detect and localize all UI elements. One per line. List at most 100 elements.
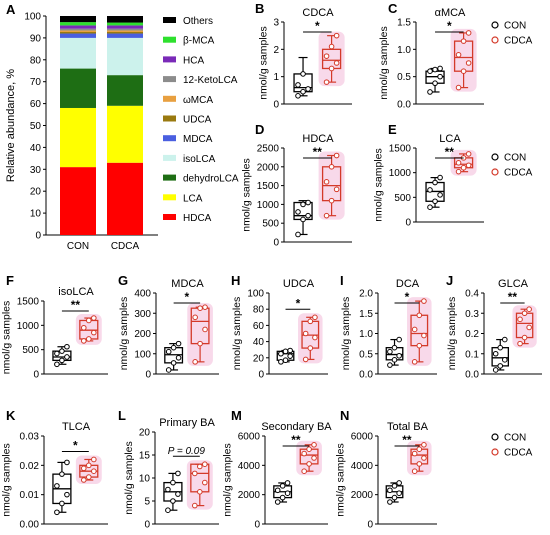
data-point (300, 88, 306, 95)
legend-marker (491, 36, 499, 44)
legend-label: dehydroLCA (183, 174, 239, 185)
y-tick-label: 4000 (238, 461, 261, 472)
panel-letter: G (118, 273, 128, 288)
y-tick-label: 20 (30, 187, 42, 198)
bar-segment-HDCA (60, 167, 96, 235)
significance-label: * (405, 290, 410, 304)
panel-d: D HDCA 0 500 1000 1500 2000 2500 nmol/g samples *… (241, 122, 352, 249)
x-tick-label: CDCA (111, 241, 140, 252)
data-point (202, 461, 208, 468)
data-point (191, 470, 198, 477)
data-point (170, 360, 177, 366)
data-point (300, 201, 306, 208)
y-tick-label: 2000 (257, 162, 280, 173)
y-tick-label: 500 (22, 345, 39, 356)
legend-swatch (163, 36, 176, 43)
y-tick-label: 1.5 (397, 18, 411, 29)
data-point (302, 330, 309, 337)
y-tick-label: 10 (30, 209, 42, 220)
panel-n: N Total BA 0 2000 4000 6000 nmol/g samples ** (335, 408, 437, 531)
data-point (427, 89, 433, 95)
panel-j: J GLCA 0.0 0.1 0.2 0.3 0.4 nmol/g samples ** (446, 273, 542, 381)
panel-a: A 0 10 20 30 40 50 60 70 80 90 100 Relative abundanc… (5, 2, 239, 252)
legend-top: CON CDCA (491, 21, 533, 47)
panel-m: M Secondary BA 0 2000 4000 6000 nmol/g samples… (222, 408, 333, 531)
box-con (293, 56, 313, 99)
data-point (323, 179, 330, 185)
data-point (287, 353, 293, 359)
bar-segment-Others (107, 16, 143, 23)
y-tick-label: 5 (144, 497, 150, 508)
panel-title: MDCA (171, 278, 204, 290)
significance-label: ** (445, 145, 455, 159)
y-tick-label: 0 (144, 520, 150, 531)
significance-label: ** (402, 433, 412, 447)
data-point (64, 343, 70, 350)
panel-title: αMCA (435, 7, 466, 19)
data-point (287, 347, 293, 354)
box-cdca (186, 460, 213, 510)
data-point (437, 65, 443, 72)
data-point (387, 499, 393, 505)
legend-label: CON (504, 153, 526, 164)
data-point (391, 344, 398, 351)
data-point (333, 60, 340, 66)
data-point (387, 487, 393, 494)
box-halo (318, 31, 345, 87)
box-halo (450, 28, 477, 92)
data-point (80, 338, 87, 344)
data-point (80, 477, 87, 483)
x-tick-label: CON (67, 241, 89, 252)
data-point (279, 483, 286, 489)
data-point (64, 459, 70, 466)
box-cdca (187, 303, 213, 366)
data-point (306, 461, 312, 467)
data-point (421, 332, 427, 339)
y-tick-label: 70 (30, 77, 42, 88)
bar-segment-isoLCA (107, 37, 143, 76)
panel-h: H UDCA 0 20 40 60 80 100 nmol/g samples * (231, 273, 328, 381)
legend-bottom: CON CDCA (491, 433, 533, 459)
y-tick-label: 40 (253, 337, 265, 348)
box-con (163, 470, 183, 514)
significance-label: * (185, 290, 190, 304)
y-tick-label: 1.0 (397, 45, 411, 56)
y-tick-label: 30 (30, 165, 42, 176)
panel-letter: C (388, 1, 398, 16)
box-cdca (75, 455, 102, 484)
box-con (293, 199, 313, 238)
legend-marker (491, 168, 499, 176)
data-point (64, 491, 70, 498)
y-tick-label: 0.4 (465, 289, 479, 300)
bar-segment-dehydroLCA (60, 68, 96, 108)
y-tick-label: 1.0 (359, 329, 373, 340)
data-point (460, 38, 467, 44)
legend-swatch (163, 135, 176, 142)
data-point (328, 197, 335, 204)
panel-letter: J (446, 273, 453, 288)
data-point (165, 367, 172, 373)
y-tick-label: 1500 (17, 297, 40, 308)
y-tick-label: 100 (134, 349, 151, 360)
y-tick-label: 0.0 (465, 370, 479, 381)
data-point (455, 160, 462, 166)
data-point (333, 152, 340, 159)
bar-segment-Others (60, 16, 96, 23)
data-point (421, 455, 427, 461)
bar-segment-12-KetoLCA (107, 28, 143, 31)
data-point (312, 334, 318, 341)
significance-label: ** (291, 433, 301, 447)
legend-middle: CON CDCA (491, 153, 533, 179)
bar-segment-ωMCA (107, 30, 143, 32)
data-point (197, 305, 203, 311)
legend-marker (491, 433, 499, 441)
y-axis-label: nmol/g samples (1, 443, 13, 517)
data-point (301, 450, 307, 457)
y-tick-label: 0 (145, 370, 151, 381)
data-point (437, 73, 443, 80)
legend-label: HDCA (183, 213, 212, 224)
y-tick-label: 0 (35, 231, 41, 242)
data-point (59, 348, 65, 354)
